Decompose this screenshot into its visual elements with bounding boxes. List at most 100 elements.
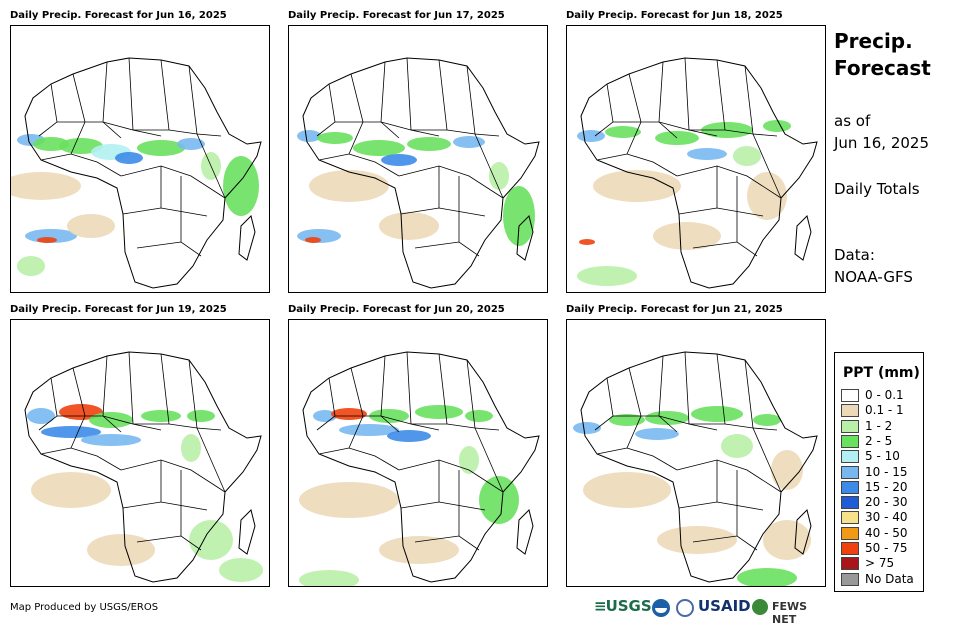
precip-patch: [297, 130, 321, 142]
legend-swatch: [841, 557, 859, 571]
seal-logo: [676, 599, 694, 617]
country-border: [102, 61, 122, 139]
precip-patch: [17, 256, 45, 276]
africa-outline: [24, 57, 262, 289]
legend-swatch: [841, 465, 859, 479]
precip-patch: [223, 156, 259, 216]
panel-title: Daily Precip. Forecast for Jun 21, 2025: [566, 304, 783, 315]
side-info: Precip. Forecast as of Jun 16, 2025 Dail…: [834, 28, 964, 288]
country-border: [752, 427, 782, 493]
madagascar-outline: [794, 509, 812, 555]
africa-outline: [302, 57, 540, 289]
precip-patch: [503, 186, 535, 246]
precip-patch: [81, 434, 141, 446]
legend-swatch: [841, 572, 859, 586]
country-border: [596, 153, 678, 177]
precip-patch: [87, 534, 155, 566]
precip-patch: [187, 410, 215, 422]
precip-patch: [763, 120, 791, 132]
panel-title: Daily Precip. Forecast for Jun 16, 2025: [10, 10, 227, 21]
panel-title: Daily Precip. Forecast for Jun 17, 2025: [288, 10, 505, 21]
precip-patch: [573, 422, 601, 434]
country-border: [40, 447, 122, 471]
africa-outline: [302, 351, 540, 583]
asof-label: as of: [834, 112, 871, 130]
precip-patch: [465, 410, 493, 422]
precip-patch: [583, 472, 671, 508]
country-border: [40, 153, 122, 177]
precip-patch: [753, 414, 781, 426]
legend-swatch: [841, 542, 859, 555]
country-border: [411, 129, 476, 135]
precip-patch: [189, 520, 233, 560]
madagascar-outline: [794, 215, 812, 261]
country-border: [380, 121, 412, 131]
country-border: [133, 129, 198, 135]
precip-patch: [31, 472, 111, 508]
precip-patch: [141, 410, 181, 422]
madagascar-outline: [516, 509, 534, 555]
legend-title: PPT (mm): [843, 365, 920, 381]
precip-patch: [605, 126, 641, 138]
precip-patch: [381, 154, 417, 166]
precip-patch: [733, 146, 761, 166]
panel-title: Daily Precip. Forecast for Jun 20, 2025: [288, 304, 505, 315]
noaa-logo: [652, 599, 670, 617]
country-border: [414, 241, 480, 257]
precip-patch: [177, 138, 205, 150]
country-border: [160, 353, 170, 425]
precip-patch: [763, 520, 811, 560]
country-border: [380, 61, 400, 139]
country-border: [466, 65, 500, 137]
map-graphic: [573, 351, 818, 586]
country-border: [689, 129, 754, 135]
country-border: [658, 415, 690, 425]
data-label: Data:: [834, 246, 875, 264]
country-border: [398, 459, 504, 493]
legend-label: No Data: [865, 571, 914, 586]
precip-patch: [379, 536, 459, 564]
country-border: [122, 501, 208, 511]
precip-patch: [37, 237, 57, 243]
legend-swatch: [841, 389, 859, 402]
legend-label: 0 - 0.1: [865, 388, 904, 402]
globe-icon: [752, 599, 768, 615]
country-border: [188, 65, 222, 137]
precip-patch: [305, 237, 321, 243]
africa-outline: [580, 351, 818, 583]
map-graphic: [299, 351, 540, 586]
precip-patch: [691, 406, 743, 422]
country-border: [136, 241, 202, 257]
precip-patch: [181, 434, 201, 462]
precip-patch: [353, 140, 405, 156]
agency-logos: ≡USGS USAID FEWS NET: [594, 597, 830, 626]
asof-date: Jun 16, 2025: [834, 134, 930, 152]
map-graphic: [11, 57, 262, 289]
legend-label: 30 - 40: [865, 510, 908, 525]
country-border: [658, 61, 678, 139]
precip-patch: [115, 152, 143, 164]
precip-map: [10, 319, 270, 587]
country-border: [438, 59, 448, 131]
precip-patch: [415, 405, 463, 419]
precip-patch: [27, 408, 55, 424]
legend-swatch: [841, 450, 859, 464]
country-border: [196, 427, 226, 493]
madagascar-outline: [238, 509, 256, 555]
legend-swatch: [841, 404, 859, 418]
madagascar-outline: [238, 215, 256, 261]
country-border: [716, 59, 726, 131]
map-graphic: [24, 351, 263, 583]
country-border: [380, 415, 412, 425]
country-border: [406, 57, 440, 137]
country-border: [626, 73, 642, 155]
legend-label: 5 - 10: [865, 449, 900, 464]
precip-patch: [657, 526, 737, 554]
precip-patch: [479, 476, 519, 524]
precip-patch: [577, 266, 637, 286]
country-border: [102, 415, 134, 425]
precip-patch: [721, 434, 753, 458]
precip-map: [10, 25, 270, 293]
legend-swatch: [841, 526, 859, 540]
